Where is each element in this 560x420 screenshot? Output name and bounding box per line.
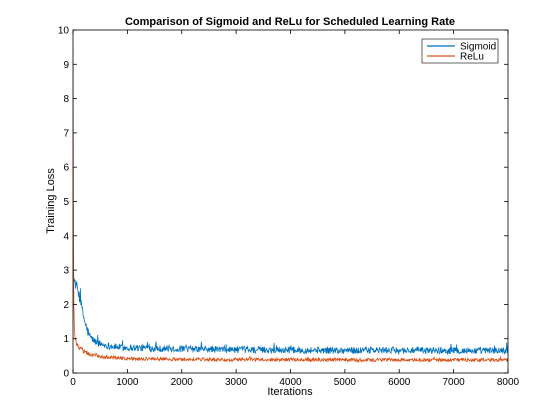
y-tick-label: 0: [63, 369, 69, 380]
y-tick-label: 4: [63, 231, 69, 242]
x-tick-label: 6000: [388, 377, 411, 388]
y-tick-label: 10: [58, 26, 70, 37]
x-axis-label: Iterations: [267, 386, 313, 398]
x-tick-label: 8000: [497, 377, 520, 388]
y-tick-label: 2: [63, 300, 69, 311]
series-line-sigmoid: [73, 272, 508, 356]
legend-label-sigmoid: Sigmoid: [460, 42, 496, 53]
x-tick-label: 3000: [225, 377, 248, 388]
y-tick-label: 9: [63, 60, 69, 71]
legend-box: [421, 38, 499, 64]
y-tick-label: 3: [63, 266, 69, 277]
x-tick-label: 5000: [334, 377, 357, 388]
plot-area: [73, 47, 508, 364]
x-tick-label: 7000: [443, 377, 466, 388]
y-axis-label: Training Loss: [45, 168, 57, 234]
y-tick-label: 1: [63, 334, 69, 345]
ticks-layer: 0 1000 2000 3000 4000 5000 6000 7000 8000 0 1 2 3 4 5 6…: [58, 26, 520, 389]
legend: Sigmoid ReLu: [421, 38, 499, 64]
y-tick-label: 7: [63, 128, 69, 139]
chart-title: Comparison of Sigmoid and ReLu for Sched…: [125, 16, 455, 28]
x-tick-label: 2000: [171, 377, 194, 388]
y-tick-label: 8: [63, 94, 69, 105]
legend-label-relu: ReLu: [460, 52, 484, 63]
series-layer: [73, 47, 508, 364]
y-tick-label: 6: [63, 163, 69, 174]
x-tick-label: 1000: [116, 377, 139, 388]
x-tick-label: 0: [70, 377, 76, 388]
series-line-relu: [73, 47, 508, 364]
y-tick-label: 5: [63, 197, 69, 208]
x-tick-label: 4000: [279, 377, 302, 388]
